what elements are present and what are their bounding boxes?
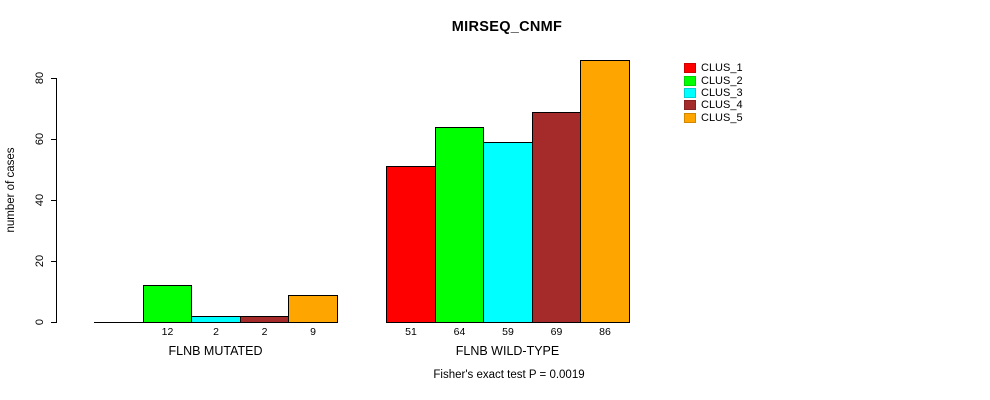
bar-value-label: 59 (502, 326, 514, 338)
y-tick-mark (51, 138, 56, 140)
zero-height-bar-clus_1 (94, 322, 144, 323)
x-group-label: FLNB WILD-TYPE (455, 344, 560, 358)
bar-clus_3-mutated (191, 316, 241, 323)
bar-clus_4-mutated (240, 316, 289, 323)
legend-item-clus_3: CLUS_3 (684, 87, 743, 99)
bar-value-label: 64 (453, 326, 466, 338)
legend-item-clus_2: CLUS_2 (684, 74, 743, 87)
y-tick-label: 20 (34, 254, 46, 268)
y-axis-line (56, 78, 57, 323)
legend-label: CLUS_2 (701, 74, 743, 87)
y-tick-label: 80 (34, 71, 46, 85)
legend-item-clus_5: CLUS_5 (684, 112, 743, 124)
bar-value-label: 9 (310, 326, 316, 338)
legend-item-clus_1: CLUS_1 (684, 62, 743, 74)
legend-label: CLUS_1 (701, 62, 743, 75)
y-tick-mark (51, 77, 56, 79)
legend-item-clus_4: CLUS_4 (684, 99, 743, 111)
bar-value-label: 2 (261, 326, 268, 338)
bar-clus_3-wildtype (483, 142, 533, 323)
y-tick-label: 60 (34, 132, 46, 146)
bar-clus_2-mutated (143, 285, 192, 323)
x-group-label: FLNB MUTATED (168, 344, 263, 358)
bar-clus_2-wildtype (435, 127, 484, 323)
legend-swatch-icon (684, 87, 696, 98)
y-tick-mark (51, 260, 56, 262)
legend-swatch-icon (684, 75, 696, 86)
bar-value-label: 51 (405, 326, 417, 338)
y-tick-mark (51, 321, 56, 323)
bar-clus_5-mutated (288, 295, 338, 323)
y-tick-mark (51, 199, 56, 201)
y-tick-label: 0 (34, 318, 46, 326)
legend-label: CLUS_3 (701, 86, 743, 99)
legend-label: CLUS_4 (701, 99, 743, 112)
bar-value-label: 86 (599, 326, 611, 338)
chart-title: MIRSEQ_CNMF (451, 19, 563, 35)
bar-value-label: 69 (550, 326, 563, 338)
bar-clus_1-wildtype (386, 166, 436, 323)
bar-value-label: 12 (161, 326, 174, 338)
legend-swatch-icon (684, 63, 696, 74)
legend-swatch-icon (684, 112, 696, 123)
y-axis-label: number of cases (5, 147, 17, 233)
legend: CLUS_1 CLUS_2 CLUS_3 CLUS_4 CLUS_5 (684, 62, 743, 124)
bar-clus_5-wildtype (580, 60, 630, 323)
bar-clus_4-wildtype (532, 112, 581, 323)
y-tick-label: 40 (34, 193, 46, 207)
footnote-text: Fisher's exact test P = 0.0019 (433, 369, 585, 381)
legend-swatch-icon (684, 100, 696, 111)
bar-value-label: 2 (213, 326, 219, 338)
legend-label: CLUS_5 (701, 111, 743, 124)
